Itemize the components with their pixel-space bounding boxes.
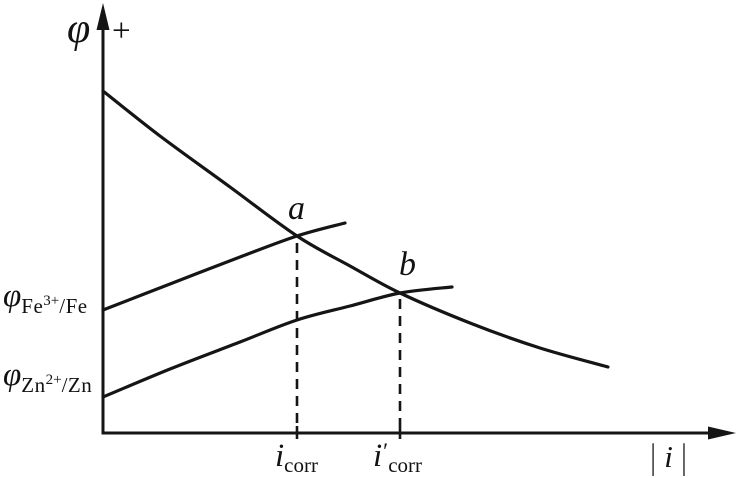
species-zn: Zn <box>21 373 46 397</box>
zn-electrode-potential-label: φZn2+/Zn <box>3 359 92 396</box>
charge-zn: 2+ <box>45 372 62 388</box>
y-axis-plus-sign: + <box>112 13 131 49</box>
metal-zn: /Zn <box>61 373 93 397</box>
abs-bar-right: | <box>680 436 688 477</box>
i-symbol: i <box>275 438 285 474</box>
fe-electrode-potential-label: φFe3+/Fe <box>3 280 88 317</box>
phi-symbol: φ <box>3 278 22 314</box>
abs-bar-left: | <box>650 436 657 477</box>
y-axis-arrowhead <box>96 3 110 30</box>
point-a-label: a <box>288 190 305 227</box>
prime-mark: ′ <box>383 439 389 464</box>
phi-symbol: φ <box>3 357 22 393</box>
x-axis-arrowhead <box>708 426 736 440</box>
point-b-label: b <box>399 246 416 283</box>
cathodic-polarization-curve <box>101 89 610 369</box>
corr-subscript: corr <box>388 453 423 477</box>
i-corr-label: icorr <box>275 440 318 476</box>
metal-fe: /Fe <box>59 294 88 318</box>
species-fe: Fe <box>21 294 44 318</box>
y-axis-label-phi: φ <box>67 6 91 52</box>
x-axis-label-abs-i: | i | <box>650 436 688 477</box>
corr-subscript: corr <box>284 453 318 477</box>
i-corr-prime-label: i′corr <box>373 440 422 476</box>
fe-anodic-curve <box>101 221 347 312</box>
i-symbol: i <box>373 438 383 474</box>
charge-fe: 3+ <box>43 293 60 309</box>
i-symbol: i <box>664 439 673 474</box>
